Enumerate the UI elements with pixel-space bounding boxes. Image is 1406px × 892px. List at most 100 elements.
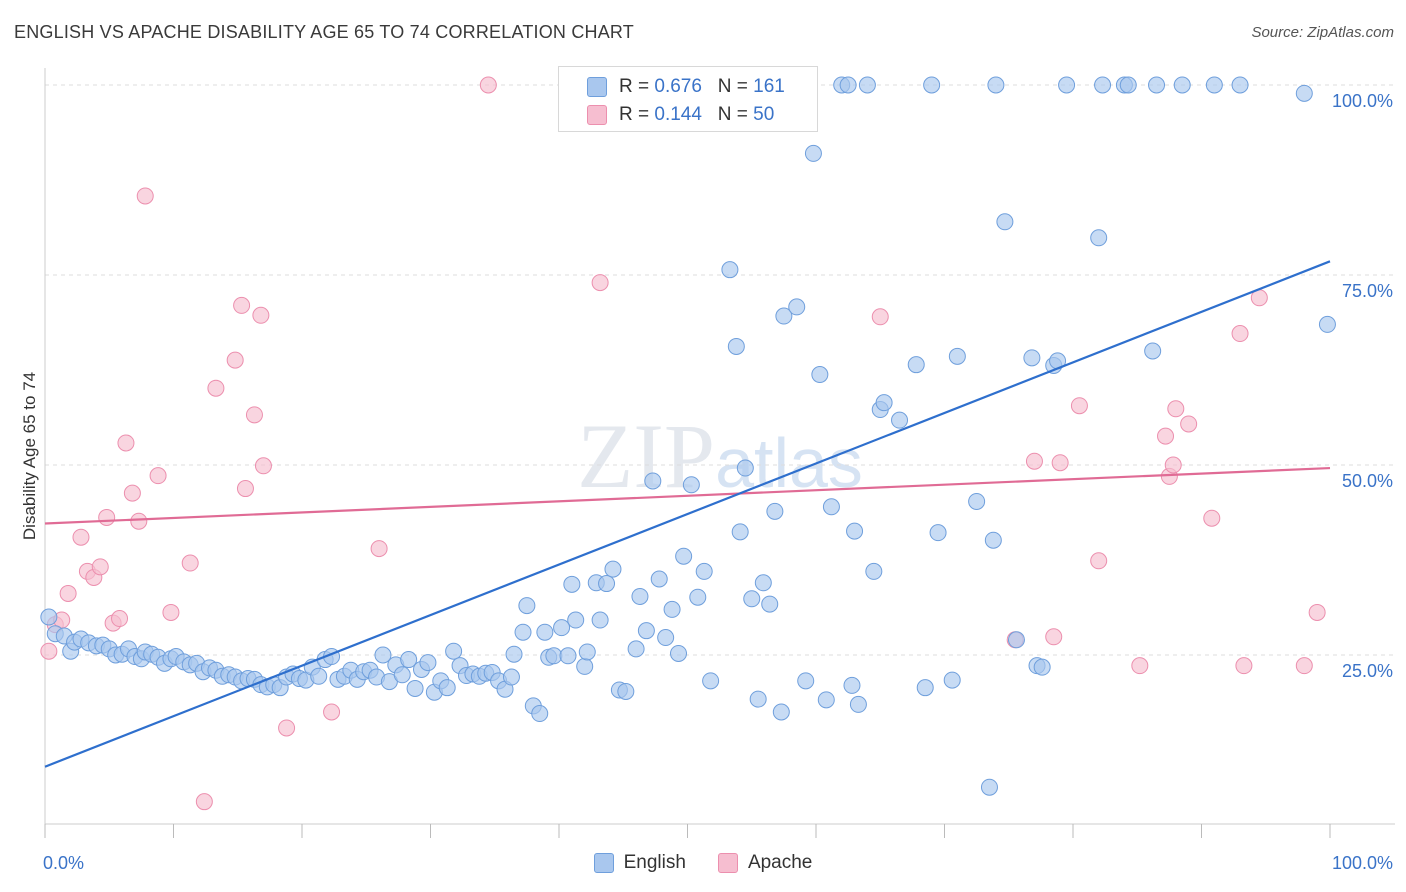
english-point: [1318, 315, 1336, 333]
english-point: [797, 672, 815, 690]
english-point: [598, 575, 616, 593]
english-point: [400, 651, 418, 669]
y-tick-label: 50.0%: [1342, 471, 1393, 491]
apache-point: [123, 484, 141, 502]
english-point: [657, 629, 675, 647]
english-point: [536, 623, 554, 641]
english-point: [604, 560, 622, 578]
apache-point: [195, 793, 213, 811]
english-point: [788, 298, 806, 316]
series-legend: English Apache: [0, 852, 1406, 874]
apache-point: [871, 308, 889, 326]
series-apache: [40, 76, 1326, 811]
apache-point: [1295, 657, 1313, 675]
apache-point: [245, 406, 263, 424]
y-tick-label: 25.0%: [1342, 661, 1393, 681]
legend-english-r-label: R =: [619, 76, 650, 97]
english-point: [682, 476, 700, 494]
apache-point: [278, 719, 296, 737]
apache-point: [1203, 509, 1221, 527]
english-point: [1058, 76, 1076, 94]
legend-swatch-apache: [587, 105, 607, 125]
legend-item-english[interactable]: English: [593, 852, 686, 874]
english-point: [559, 647, 577, 665]
apache-point: [72, 528, 90, 546]
english-point: [1144, 342, 1162, 360]
english-point: [702, 672, 720, 690]
apache-point: [479, 76, 497, 94]
apache-point: [1090, 552, 1108, 570]
english-point: [743, 590, 761, 608]
legend-swatch-apache-bottom: [717, 853, 738, 873]
english-point: [663, 600, 681, 618]
english-point: [846, 522, 864, 540]
english-point: [553, 619, 571, 637]
english-point: [578, 643, 596, 661]
legend-english-r-value: 0.676: [654, 76, 702, 97]
english-point: [518, 597, 536, 615]
english-point: [1033, 658, 1051, 676]
english-point: [916, 679, 934, 697]
y-tick-label: 75.0%: [1342, 281, 1393, 301]
english-point: [817, 691, 835, 709]
english-point: [891, 411, 909, 429]
apache-point: [1157, 427, 1175, 445]
english-point: [811, 366, 829, 384]
legend-apache-r-value: 0.144: [654, 104, 702, 125]
axes: [44, 68, 1395, 838]
english-point: [907, 356, 925, 374]
apache-point: [1131, 657, 1149, 675]
english-point: [445, 642, 463, 660]
english-point: [721, 261, 739, 279]
english-point: [749, 690, 767, 708]
english-point: [736, 459, 754, 477]
english-point: [843, 676, 861, 694]
english-point: [310, 667, 328, 685]
english-point: [968, 492, 986, 510]
english-point: [650, 570, 668, 588]
english-trend-line: [44, 260, 1331, 768]
trend-lines: [44, 260, 1331, 768]
source-label: Source: ZipAtlas.com: [1251, 24, 1394, 41]
apache-point: [111, 610, 129, 628]
english-point: [670, 644, 688, 662]
english-point: [617, 682, 635, 700]
english-point: [804, 144, 822, 162]
english-point: [839, 76, 857, 94]
series-english: [40, 76, 1336, 796]
apache-point: [1308, 603, 1326, 621]
legend-english-text: R = 0.676 N = 161: [619, 76, 785, 98]
english-point: [1148, 76, 1166, 94]
english-point: [406, 679, 424, 697]
apache-point: [1231, 325, 1249, 343]
apache-point: [1180, 415, 1198, 433]
apache-point: [207, 379, 225, 397]
watermark: ZIPatlas: [577, 405, 863, 507]
apache-point: [254, 457, 272, 475]
x-tick-label-min: 0.0%: [43, 853, 84, 873]
english-point: [772, 703, 790, 721]
legend-apache-n-value: 50: [753, 104, 775, 125]
english-point: [627, 640, 645, 658]
correlation-legend: R = 0.676 N = 161 R = 0.144 N = 50: [558, 66, 818, 132]
apache-point: [40, 642, 58, 660]
english-point: [875, 394, 893, 412]
english-point: [502, 668, 520, 686]
apache-point: [1167, 400, 1185, 418]
legend-item-apache[interactable]: Apache: [717, 852, 813, 874]
english-point: [727, 337, 745, 355]
apache-point: [130, 512, 148, 530]
legend-label-apache: Apache: [747, 852, 813, 873]
apache-point: [1051, 454, 1069, 472]
english-point: [1023, 349, 1041, 367]
english-point: [822, 498, 840, 516]
apache-point: [1235, 657, 1253, 675]
apache-point: [98, 508, 116, 526]
english-point: [1119, 76, 1137, 94]
legend-label-english: English: [623, 852, 686, 873]
apache-point: [136, 187, 154, 205]
legend-apache-r-label: R =: [619, 104, 650, 125]
apache-point: [117, 434, 135, 452]
apache-point: [370, 540, 388, 558]
legend-apache-text: R = 0.144 N = 50: [619, 104, 774, 126]
